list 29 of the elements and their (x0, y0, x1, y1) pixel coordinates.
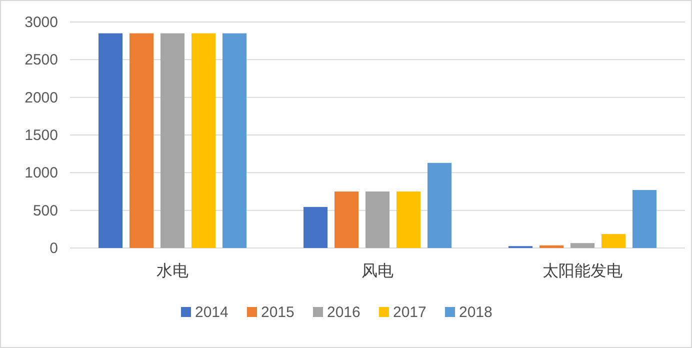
bar (222, 33, 246, 248)
bar (160, 33, 184, 248)
y-tick-label: 1500 (24, 127, 58, 144)
x-tick-label: 太阳能发电 (542, 262, 622, 280)
bar (304, 206, 328, 248)
bar (192, 33, 216, 248)
legend-label: 2018 (459, 304, 492, 321)
y-tick-label: 500 (32, 202, 58, 220)
y-tick-label: 2500 (24, 52, 58, 69)
bar (334, 192, 358, 248)
legend-label: 2017 (393, 304, 426, 321)
bar (570, 243, 594, 248)
bar (98, 33, 122, 248)
legend-label: 2015 (261, 304, 294, 321)
bar (632, 190, 656, 248)
bar (130, 33, 154, 248)
y-tick-label: 3000 (24, 14, 58, 31)
y-tick-label: 2000 (24, 89, 58, 106)
legend-label: 2014 (195, 304, 228, 321)
x-tick-label: 风电 (362, 262, 394, 280)
y-tick-label: 0 (50, 240, 58, 257)
bar (396, 192, 420, 248)
legend-label: 2016 (327, 304, 360, 321)
bar (540, 245, 564, 248)
y-tick-label: 1000 (24, 164, 58, 182)
bar (428, 162, 452, 248)
bar (602, 234, 626, 248)
bar (366, 192, 390, 248)
x-tick-label: 水电 (156, 262, 188, 280)
